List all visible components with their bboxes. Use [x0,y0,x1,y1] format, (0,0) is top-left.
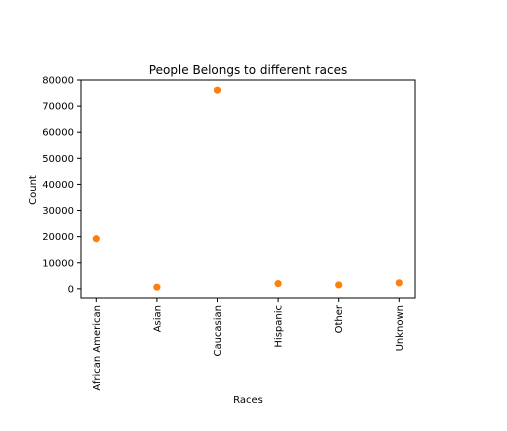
y-axis-label: Count [28,175,39,205]
y-tick-label: 80000 [42,76,74,87]
y-tick-label: 70000 [42,102,74,113]
data-points [92,86,403,291]
y-tick-label: 50000 [42,154,74,165]
data-point [274,280,282,288]
y-tick-label: 30000 [42,206,74,217]
x-tick-label: African American [92,305,103,391]
x-axis: African American Asian Caucasian Hispanic Ot… [92,298,406,391]
y-tick-label: 40000 [42,180,74,191]
chart-title: People Belongs to different races [149,63,347,77]
data-point [153,283,161,291]
data-point [395,279,403,287]
x-tick-label: Hispanic [274,305,285,348]
y-tick-label: 0 [68,284,74,295]
data-point [92,235,100,243]
data-point [213,86,222,94]
y-tick-label: 20000 [42,232,74,243]
y-tick-label: 10000 [42,258,74,269]
x-tick-label: Caucasian [213,305,224,357]
y-axis: 0 10000 20000 30000 40000 50000 60000 70000 8000… [42,76,81,295]
data-point [335,281,343,289]
x-tick-label: Unknown [395,305,406,351]
x-axis-label: Races [233,395,263,406]
plot-area [80,79,416,299]
x-tick-label: Other [334,304,345,333]
y-tick-label: 60000 [42,128,74,139]
x-tick-label: Asian [152,305,163,332]
